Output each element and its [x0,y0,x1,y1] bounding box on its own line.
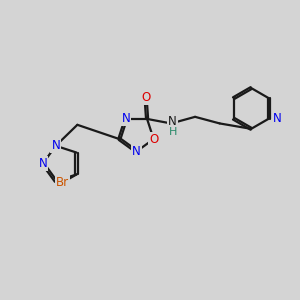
Text: N: N [122,112,130,125]
Text: O: O [149,133,158,146]
Text: Br: Br [56,176,69,189]
Text: N: N [51,139,60,152]
Text: H: H [168,128,177,137]
Text: N: N [272,112,281,125]
Text: N: N [132,145,141,158]
Text: N: N [168,116,177,128]
Text: N: N [38,157,47,170]
Text: O: O [141,91,150,104]
